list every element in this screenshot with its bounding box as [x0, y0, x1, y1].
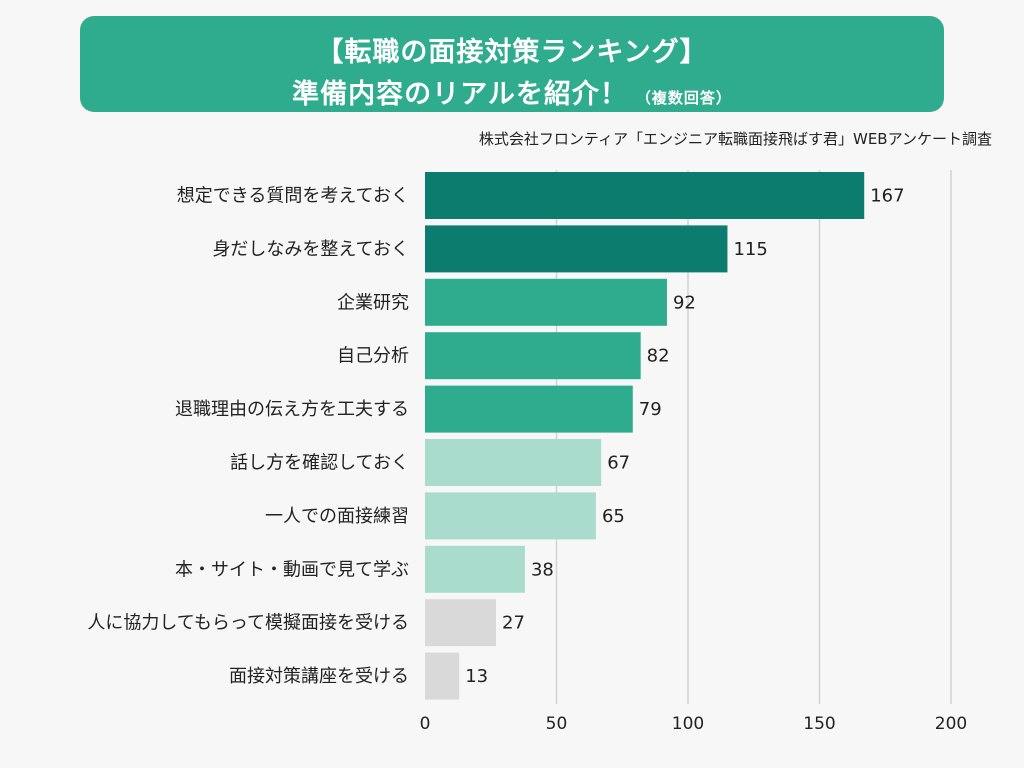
bar-7 [425, 492, 596, 540]
bar-9 [425, 599, 497, 647]
title-note: （複数回答） [635, 89, 732, 107]
x-tick-label-150: 150 [803, 714, 835, 734]
value-label-6: 67 [607, 453, 630, 474]
category-label-5: 退職理由の伝え方を工夫する [175, 399, 409, 420]
x-tick-label-0: 0 [420, 714, 431, 734]
value-label-9: 27 [502, 613, 525, 634]
bar-10 [425, 652, 460, 700]
bar-3 [425, 278, 667, 326]
category-label-4: 自己分析 [337, 346, 409, 367]
title-line-1: 【転職の面接対策ランキング】 [316, 37, 708, 68]
value-label-10: 13 [465, 666, 488, 687]
category-label-2: 身だしなみを整えておく [212, 239, 409, 260]
x-tick-label-100: 100 [672, 714, 704, 734]
bars [425, 172, 865, 700]
title-banner: 【転職の面接対策ランキング】 準備内容のリアルを紹介！ （複数回答） [80, 16, 944, 112]
x-tick-label-50: 50 [546, 714, 568, 734]
value-label-5: 79 [639, 399, 662, 420]
title-line-2-main: 準備内容のリアルを紹介！ [292, 79, 628, 110]
x-tick-label-200: 200 [935, 714, 967, 734]
title-line-2: 準備内容のリアルを紹介！ （複数回答） [80, 72, 944, 111]
bar-4 [425, 332, 641, 380]
category-label-6: 話し方を確認しておく [230, 453, 409, 474]
source-caption: 株式会社フロンティア「エンジニア転職面接飛ばす君」WEBアンケート調査 [478, 130, 992, 148]
category-label-3: 企業研究 [337, 292, 409, 313]
bar-8 [425, 545, 525, 593]
bar-1 [425, 172, 865, 219]
category-label-7: 一人での面接練習 [265, 506, 409, 527]
value-label-3: 92 [673, 292, 696, 313]
labels: 0 50 100 150 200 想定できる質問を考えておく 167 身だしなみを整えておく 1… [87, 186, 967, 735]
value-label-1: 167 [870, 186, 904, 207]
bar-6 [425, 439, 602, 486]
bar-5 [425, 385, 633, 433]
category-label-1: 想定できる質問を考えておく [177, 186, 409, 207]
category-label-8: 本・サイト・動画で見て学ぶ [175, 559, 409, 580]
category-label-10: 面接対策講座を受ける [229, 666, 409, 687]
bar-2 [425, 225, 728, 273]
value-label-2: 115 [733, 239, 767, 260]
value-label-4: 82 [647, 346, 670, 367]
category-label-9: 人に協力してもらって模擬面接を受ける [87, 613, 409, 634]
value-label-8: 38 [531, 559, 554, 580]
value-label-7: 65 [602, 506, 625, 527]
